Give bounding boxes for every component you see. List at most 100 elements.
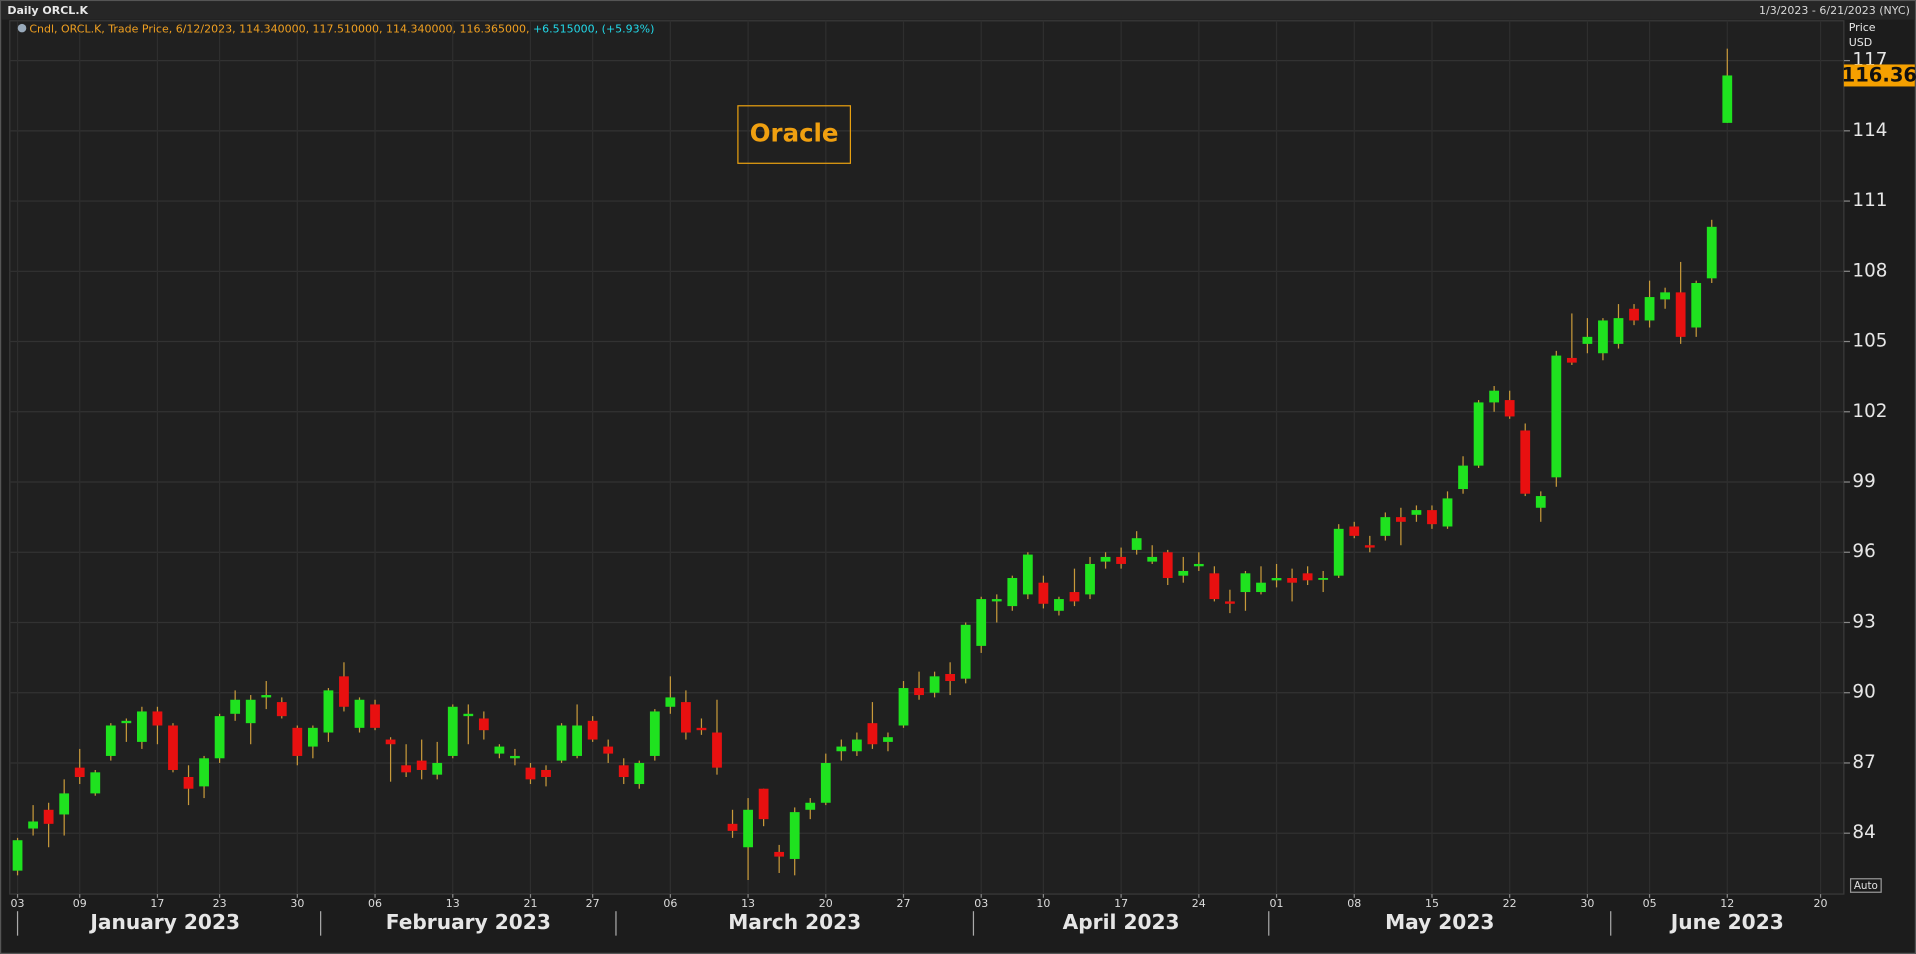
candle-body xyxy=(774,851,785,857)
x-tick-label: 08 xyxy=(1347,897,1361,910)
candle-body xyxy=(1535,496,1546,508)
candle-body xyxy=(1364,545,1375,548)
legend-change: +6.515000, (+5.93%) xyxy=(533,22,654,35)
candle-body xyxy=(851,739,862,752)
month-label: January 2023 xyxy=(88,910,240,934)
candle-body xyxy=(1209,573,1220,600)
candle-body xyxy=(758,788,769,820)
y-tick-label: 105 xyxy=(1852,331,1887,352)
x-tick-label: 27 xyxy=(897,897,911,910)
candle-body xyxy=(789,812,800,859)
candle-body xyxy=(105,725,116,756)
candle-body xyxy=(727,823,738,831)
candle-body xyxy=(1613,318,1624,344)
last-price-box xyxy=(1843,64,1915,87)
last-price-label: 116.36 xyxy=(1842,64,1916,87)
candle-body xyxy=(618,765,629,778)
candle-body xyxy=(696,727,707,731)
candle-body xyxy=(183,777,194,789)
candle-body xyxy=(1504,400,1515,417)
y-tick-label: 108 xyxy=(1852,260,1887,281)
candle-body xyxy=(712,732,722,768)
chart-title: Daily ORCL.K xyxy=(7,4,88,17)
candle-body xyxy=(121,720,132,724)
candle-body xyxy=(1706,226,1717,279)
x-tick-label: 01 xyxy=(1270,897,1284,910)
candle-body xyxy=(1193,563,1204,567)
candle-body xyxy=(929,676,940,693)
candle-body xyxy=(960,624,971,679)
candle-body xyxy=(261,695,272,698)
candle-body xyxy=(1427,510,1437,525)
candle-body xyxy=(1271,578,1282,581)
candle-body xyxy=(478,718,489,731)
candle-body xyxy=(1722,75,1733,123)
candle-body xyxy=(1629,308,1639,321)
x-tick-label: 23 xyxy=(213,897,227,910)
candle-body xyxy=(292,727,303,756)
candle-body xyxy=(168,725,178,770)
candle-body xyxy=(836,746,847,752)
x-tick-label: 06 xyxy=(368,897,382,910)
legend: Cndl, ORCL.K, Trade Price, 6/12/2023, 11… xyxy=(29,22,654,35)
annotation: Oracle xyxy=(750,119,839,148)
candle-body xyxy=(914,688,924,696)
candle-body xyxy=(307,727,318,747)
candle-body xyxy=(385,739,396,745)
x-tick-label: 27 xyxy=(586,897,600,910)
candle-body xyxy=(1240,573,1251,593)
candle-body xyxy=(90,772,101,794)
plot-area xyxy=(9,20,1845,895)
month-label: March 2023 xyxy=(728,910,861,934)
auto-button-label[interactable]: Auto xyxy=(1854,880,1878,892)
candle-body xyxy=(541,769,551,778)
x-tick-label: 06 xyxy=(663,897,677,910)
candle-body xyxy=(556,725,567,761)
y-tick-label: 99 xyxy=(1852,471,1875,492)
candle-body xyxy=(510,755,520,759)
candle-body xyxy=(603,746,614,754)
candle-body xyxy=(137,711,147,742)
candle-body xyxy=(1395,517,1406,522)
candle-body xyxy=(1566,357,1577,363)
candle-body xyxy=(1380,517,1391,536)
candle-body xyxy=(1147,556,1158,562)
candle-body xyxy=(230,699,241,714)
candle-body xyxy=(945,673,956,682)
x-tick-label: 20 xyxy=(819,897,833,910)
candle-body xyxy=(820,762,831,803)
candle-body xyxy=(354,699,365,728)
legend-text: Cndl, ORCL.K, Trade Price, 6/12/2023, 11… xyxy=(29,22,533,35)
candle-body xyxy=(649,711,660,756)
candle-body xyxy=(572,725,582,756)
candle-body xyxy=(1660,292,1671,300)
y-tick-label: 90 xyxy=(1852,682,1875,703)
candle-body xyxy=(805,802,816,810)
candle-body xyxy=(634,762,645,785)
candle-body xyxy=(1458,465,1468,490)
date-range: 1/3/2023 - 6/21/2023 (NYC) xyxy=(1759,4,1910,17)
candle-body xyxy=(1489,390,1500,403)
auto-button[interactable] xyxy=(1849,878,1882,893)
candle-body xyxy=(401,765,412,773)
x-tick-label: 03 xyxy=(11,897,25,910)
x-tick-label: 20 xyxy=(1814,897,1828,910)
x-tick-label: 21 xyxy=(523,897,537,910)
candle-body xyxy=(1333,528,1344,576)
y-tick-label: 96 xyxy=(1852,541,1875,562)
x-tick-label: 22 xyxy=(1503,897,1517,910)
x-tick-label: 17 xyxy=(150,897,164,910)
candle-body xyxy=(276,702,287,717)
x-tick-label: 12 xyxy=(1720,897,1734,910)
candle-body xyxy=(1022,554,1033,595)
y-tick-label: 114 xyxy=(1852,120,1887,141)
x-tick-label: 13 xyxy=(446,897,460,910)
candle-body xyxy=(976,599,987,646)
candle-body xyxy=(1038,582,1049,604)
candle-body xyxy=(370,704,380,728)
month-label: February 2023 xyxy=(386,910,551,934)
candle-body xyxy=(1100,556,1111,562)
candle-body xyxy=(447,706,458,756)
candle-body xyxy=(43,809,54,824)
candle-body xyxy=(1069,592,1080,602)
